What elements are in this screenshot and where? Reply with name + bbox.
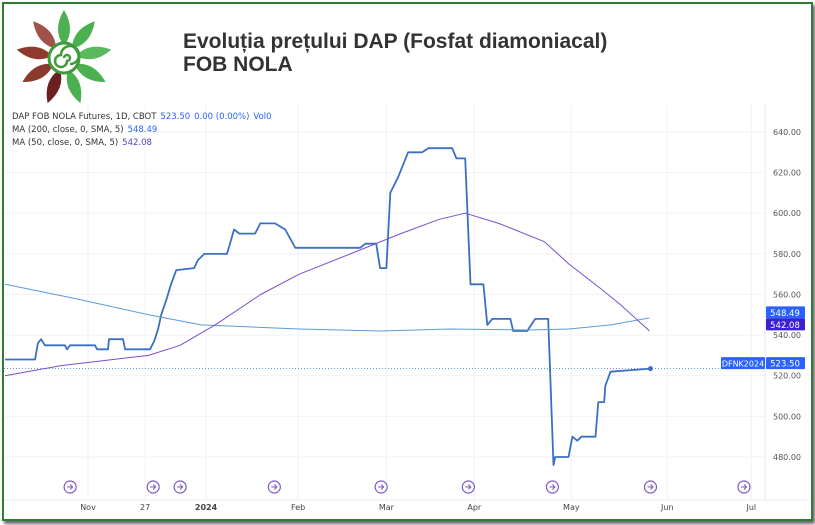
ma50-label: MA (50, close, 0, SMA, 5) <box>12 138 119 148</box>
symbol-tag: DFNK2024 <box>722 360 764 369</box>
chart-legend: DAP FOB NOLA Futures, 1D, CBOT 523.50 0.00… <box>12 111 272 150</box>
legend-symbol-row: DAP FOB NOLA Futures, 1D, CBOT 523.50 0.00… <box>12 111 272 124</box>
title-line-1: Evoluția prețului DAP (Fosfat diamoniaca… <box>183 30 608 53</box>
x-tick-label: 2024 <box>195 503 218 512</box>
price-label-box <box>766 306 805 319</box>
logo-petal <box>74 63 106 83</box>
ma50-value: 542.08 <box>122 138 152 148</box>
x-tick-label: Nov <box>80 503 96 512</box>
arrow-icon <box>271 484 278 490</box>
x-tick-label: 27 <box>140 503 150 512</box>
x-tick-label: Jul <box>746 503 757 512</box>
ma200-value: 548.49 <box>127 125 158 135</box>
ma50-line <box>4 212 650 377</box>
price-label: 523.50 <box>770 360 800 370</box>
logo-flower-icon <box>16 10 112 104</box>
page-title: Evoluția prețului DAP (Fosfat diamoniaca… <box>183 30 607 76</box>
ma200-label: MA (200, close, 0, SMA, 5) <box>12 125 124 135</box>
price-label-box <box>766 357 805 370</box>
price-label: 548.49 <box>770 309 800 319</box>
logo-petal <box>71 21 95 49</box>
y-tick-label: 560.00 <box>773 290 801 299</box>
x-tick-label: Feb <box>291 503 305 512</box>
price-label-box <box>766 318 805 331</box>
ma200-line <box>4 283 650 332</box>
last-price-dot <box>647 366 653 372</box>
price-label: 542.08 <box>770 321 800 331</box>
price-line <box>5 147 651 466</box>
logo-petal <box>66 69 82 104</box>
logo-petal <box>58 10 70 46</box>
symbol-label: DAP FOB NOLA Futures, 1D, CBOT <box>12 112 157 122</box>
logo-petal <box>33 21 57 49</box>
arrow-icon <box>549 484 556 490</box>
y-tick-label: 640.00 <box>773 128 801 137</box>
arrow-icon <box>740 484 748 490</box>
symbol-tag-box <box>721 357 765 370</box>
arrow-icon <box>465 484 472 490</box>
price-chart[interactable]: 480.00 500.00 520.00 540.00 560.00 580.00 600.… <box>4 105 807 515</box>
logo-petal <box>75 46 112 60</box>
logo-petal <box>46 69 62 104</box>
logo-petal <box>16 46 53 60</box>
x-tick-label: Apr <box>467 503 482 512</box>
y-tick-label: 600.00 <box>773 209 801 218</box>
last-price: 523.50 <box>160 112 191 122</box>
y-tick-label: 480.00 <box>773 453 801 462</box>
arrow-icon <box>67 484 74 490</box>
legend-ma50-row: MA (50, close, 0, SMA, 5) 542.08 <box>12 137 272 150</box>
x-tick-label: May <box>563 503 580 512</box>
legend-ma200-row: MA (200, close, 0, SMA, 5) 548.49 <box>12 124 272 137</box>
logo-petal <box>22 63 54 83</box>
y-tick-label: 500.00 <box>773 412 801 421</box>
y-tick-label: 580.00 <box>773 250 801 259</box>
arrow-icon <box>150 484 157 490</box>
y-tick-label: 520.00 <box>773 372 801 381</box>
y-tick-label: 540.00 <box>773 331 801 340</box>
volume: Vol0 <box>253 112 272 122</box>
y-tick-label: 620.00 <box>773 169 801 178</box>
price-change: 0.00 (0.00%) <box>194 112 250 122</box>
arrow-icon <box>647 484 654 490</box>
arrow-icon <box>177 484 184 490</box>
x-tick-label: Mar <box>379 503 395 512</box>
arrow-icon <box>378 484 385 490</box>
x-tick-label: Jun <box>660 503 674 512</box>
title-line-2: FOB NOLA <box>183 53 293 76</box>
